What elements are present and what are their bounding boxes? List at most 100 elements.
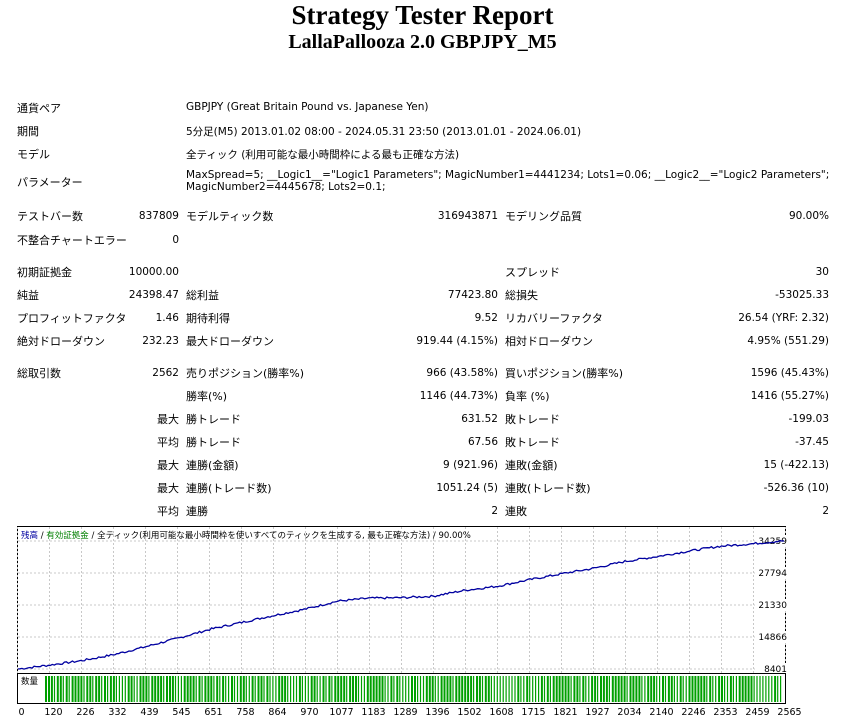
volume-bar — [396, 676, 399, 702]
symbol-label: 通貨ペア — [17, 102, 61, 115]
volume-bar — [275, 676, 277, 702]
volume-bar — [174, 676, 177, 702]
volume-bar — [726, 676, 729, 702]
volume-bar — [647, 676, 650, 702]
avg-consecutive-wins-label: 連勝 — [186, 505, 208, 518]
volume-bar — [414, 676, 416, 702]
volume-bar — [366, 676, 369, 702]
volume-bar — [340, 676, 343, 702]
volume-bar — [662, 676, 664, 702]
volume-bar — [98, 676, 101, 702]
volume-bar — [346, 676, 348, 702]
volume-bar — [753, 676, 755, 702]
profit-factor-label: プロフィットファクタ — [17, 312, 127, 325]
volume-bar — [529, 676, 531, 702]
period-label: 期間 — [17, 125, 39, 138]
volume-bar — [597, 676, 599, 702]
max-consecutive-losses-label: 連敗(金額) — [505, 459, 558, 472]
volume-bar — [160, 676, 163, 702]
volume-bar — [694, 676, 697, 702]
volume-frame — [17, 673, 786, 704]
volume-bar — [375, 676, 378, 702]
volume-bar — [207, 676, 210, 702]
volume-bar — [496, 676, 498, 702]
x-tick-label: 864 — [268, 707, 287, 718]
x-tick-label: 332 — [108, 707, 127, 718]
volume-bar — [56, 676, 59, 702]
volume-bar — [650, 676, 653, 702]
volume-bar — [762, 676, 764, 702]
volume-bar — [611, 676, 614, 702]
x-tick-label: 2246 — [681, 707, 706, 718]
volume-bar — [281, 676, 284, 702]
volume-bar — [384, 676, 386, 702]
volume-bar — [653, 676, 656, 702]
volume-bar — [768, 676, 770, 702]
mismatch-value: 0 — [172, 234, 179, 246]
relative-drawdown-label: 相対ドローダウン — [505, 335, 593, 348]
net-profit-value: 24398.47 — [128, 289, 179, 301]
volume-bar — [71, 676, 74, 702]
avg-label-1: 平均 — [157, 436, 179, 449]
avg-loss-label: 敗トレード — [505, 436, 560, 449]
volume-bar — [635, 676, 638, 702]
volume-bar — [89, 676, 92, 702]
volume-bar — [517, 676, 520, 702]
win-rate-label: 勝率(%) — [186, 390, 228, 403]
model-value: 全ティック (利用可能な最小時間枠による最も正確な方法) — [186, 149, 460, 161]
volume-bar — [316, 676, 318, 702]
volume-bar — [290, 676, 292, 702]
mismatch-label: 不整合チャートエラー — [17, 234, 127, 247]
volume-bar — [139, 676, 142, 702]
spread-label: スプレッド — [505, 266, 560, 279]
volume-bar — [676, 676, 678, 702]
volume-bar — [555, 676, 558, 702]
volume-bar — [771, 676, 773, 702]
volume-bar — [502, 676, 504, 702]
quality-label: モデリング品質 — [505, 210, 582, 223]
volume-bar — [133, 676, 135, 702]
volume-bar — [697, 676, 700, 702]
gross-profit-value: 77423.80 — [447, 289, 498, 301]
volume-bar — [777, 676, 779, 702]
long-positions-label: 買いポジション(勝率%) — [505, 367, 624, 380]
volume-bar — [328, 676, 331, 702]
volume-bar — [623, 676, 626, 702]
volume-bar — [304, 676, 306, 702]
largest-win-value: 631.52 — [461, 413, 498, 425]
net-profit-label: 純益 — [17, 289, 39, 302]
volume-bar — [576, 676, 579, 702]
params-line-2: MagicNumber2=4445678; Lots2=0.1; — [186, 181, 386, 193]
volume-bar — [219, 676, 221, 702]
volume-bar — [251, 676, 254, 702]
max-consecutive-profit-label: 連勝(トレード数) — [186, 482, 272, 495]
volume-bar — [180, 676, 182, 702]
balance-line — [17, 539, 785, 670]
volume-bar — [700, 676, 703, 702]
deposit-label: 初期証拠金 — [17, 266, 72, 279]
volume-bar — [458, 676, 461, 702]
volume-bar — [499, 676, 501, 702]
volume-bar — [425, 676, 428, 702]
volume-bar — [664, 676, 667, 702]
volume-bar — [405, 676, 407, 702]
volume-bar — [493, 676, 495, 702]
largest-win-label: 勝トレード — [186, 413, 241, 426]
total-trades-label: 総取引数 — [17, 367, 61, 380]
volume-bar — [659, 676, 661, 702]
x-axis-labels: 0 120 226 332 439 545 651 758 864 970 1077 1183 1289… — [0, 707, 845, 721]
avg-loss-value: -37.45 — [795, 436, 829, 448]
y-tick-label-bg — [755, 663, 789, 675]
volume-bar — [520, 676, 522, 702]
volume-bar — [245, 676, 247, 702]
volume-bar — [688, 676, 691, 702]
volume-bar — [50, 676, 53, 702]
volume-bar — [540, 676, 543, 702]
volume-bar — [709, 676, 712, 702]
volume-bar — [579, 676, 581, 702]
volume-bar — [151, 676, 154, 702]
y-tick-label: 21330 — [758, 601, 787, 611]
x-tick-label: 1927 — [585, 707, 610, 718]
volume-bar — [260, 676, 263, 702]
gross-loss-label: 総損失 — [505, 289, 538, 302]
